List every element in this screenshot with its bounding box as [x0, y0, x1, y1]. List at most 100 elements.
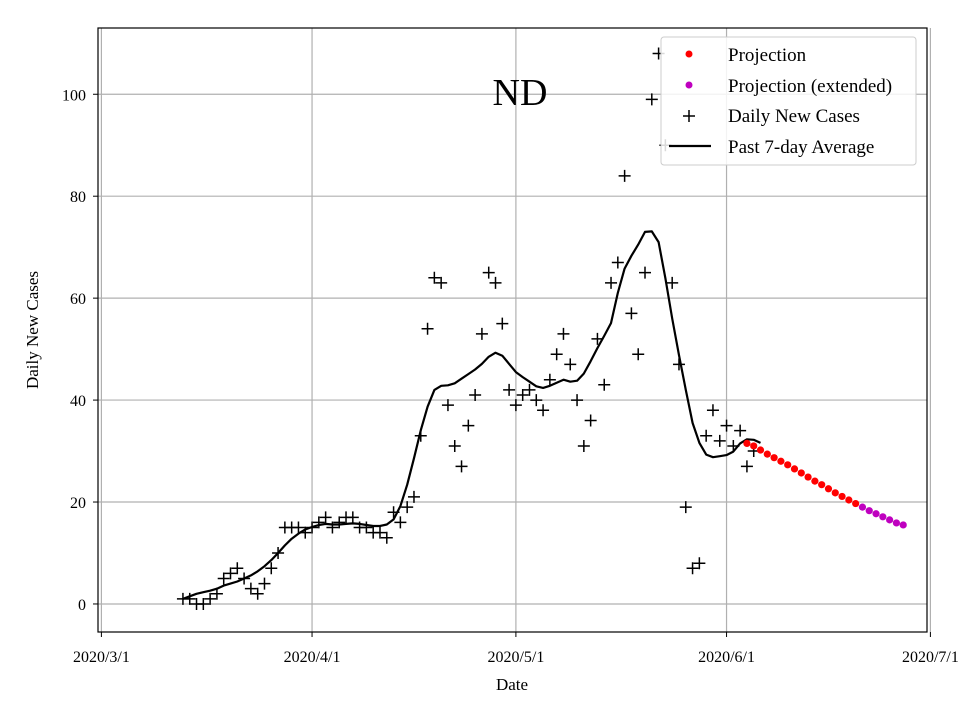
projection-point	[838, 492, 846, 501]
daily-new-cases-point	[312, 516, 325, 529]
daily-new-cases-point	[204, 592, 217, 605]
daily-new-cases-point	[292, 521, 305, 534]
chart-title: ND	[493, 72, 548, 114]
projection-point	[763, 450, 771, 458]
daily-new-cases-point	[605, 276, 618, 289]
x-tick-label: 2020/7/1	[902, 649, 959, 666]
x-tick-label: 2020/5/1	[487, 649, 544, 666]
daily-new-cases-point	[319, 511, 332, 524]
projection-point	[824, 485, 833, 493]
projection-point	[790, 465, 799, 473]
legend-daily-new-cases-marker	[683, 110, 695, 122]
projection-point	[818, 481, 826, 489]
daily-new-cases-point	[251, 587, 264, 600]
daily-new-cases-point	[550, 348, 563, 361]
projection-extended-series	[858, 503, 907, 529]
daily-new-cases-point	[475, 327, 488, 340]
y-axis-label: Daily New Cases	[23, 271, 42, 389]
legend: Projection Projection (extended) Daily N…	[660, 36, 917, 166]
daily-new-cases-point	[346, 511, 359, 524]
daily-new-cases-point	[584, 414, 597, 427]
daily-new-cases-point	[380, 531, 393, 544]
daily-new-cases-point	[482, 266, 495, 279]
daily-new-cases-point	[577, 439, 590, 452]
daily-new-cases-point	[700, 429, 713, 442]
daily-new-cases-point	[407, 490, 420, 503]
projection-point	[770, 454, 778, 462]
projection-extended-point	[899, 521, 907, 529]
daily-new-cases-point	[299, 526, 312, 539]
x-axis-label: Date	[496, 675, 528, 694]
projection-extended-point	[892, 519, 901, 527]
daily-new-cases-point	[441, 399, 454, 412]
daily-new-cases-point	[693, 557, 706, 570]
daily-new-cases-point	[639, 266, 652, 279]
daily-new-cases-point	[734, 424, 747, 437]
projection-point	[784, 461, 792, 469]
daily-new-cases-point	[401, 501, 414, 514]
daily-new-cases-point	[713, 434, 726, 447]
daily-new-cases-point	[231, 562, 244, 575]
daily-new-cases-point	[509, 399, 522, 412]
daily-new-cases-point	[462, 419, 475, 432]
y-tick-label: 40	[70, 393, 86, 410]
daily-new-cases-point	[217, 572, 230, 585]
projection-point	[743, 439, 751, 448]
daily-new-cases-point	[618, 169, 631, 182]
daily-new-cases-point	[265, 562, 278, 575]
daily-new-cases-point	[244, 582, 257, 595]
daily-new-cases-point	[611, 256, 624, 269]
daily-new-cases-point	[455, 460, 468, 473]
daily-new-cases-point	[448, 439, 461, 452]
daily-new-cases-point	[224, 567, 237, 580]
y-tick-label: 100	[62, 87, 86, 104]
projection-point	[804, 473, 812, 481]
projection-extended-point	[872, 510, 880, 518]
projection-extended-point	[879, 513, 887, 521]
daily-new-cases-point	[238, 572, 251, 585]
daily-new-cases-point	[720, 419, 733, 432]
projection-point	[845, 496, 853, 504]
legend-daily-new-cases-label: Daily New Cases	[728, 106, 860, 127]
daily-new-cases-point	[740, 460, 753, 473]
daily-new-cases-point	[516, 388, 529, 401]
daily-new-cases-point	[727, 439, 740, 452]
y-tick-label: 60	[70, 291, 86, 308]
daily-new-cases-point	[564, 358, 577, 371]
projection-point	[750, 442, 758, 450]
projection-point	[797, 469, 805, 477]
daily-new-cases-point	[197, 597, 210, 610]
daily-new-cases-point	[394, 516, 407, 529]
daily-new-cases-point	[306, 521, 319, 534]
daily-new-cases-point	[496, 317, 509, 330]
daily-new-cases-point	[414, 429, 427, 442]
legend-projection-extended-label: Projection (extended)	[728, 76, 892, 97]
legend-projection-marker	[685, 50, 693, 58]
daily-new-cases-point	[183, 592, 196, 605]
daily-new-cases-point	[333, 516, 346, 529]
daily-new-cases-point	[387, 506, 400, 519]
daily-new-cases-point	[632, 348, 645, 361]
daily-new-cases-point	[373, 526, 386, 539]
daily-new-cases-point	[598, 378, 611, 391]
daily-new-cases-point	[469, 388, 482, 401]
daily-new-cases-point	[523, 383, 536, 396]
daily-new-cases-point	[666, 276, 679, 289]
projection-point	[852, 499, 860, 508]
daily-new-cases-point	[557, 327, 570, 340]
projection-point	[756, 446, 765, 454]
x-tick-label: 2020/3/1	[73, 649, 130, 666]
legend-box	[660, 36, 917, 166]
projection-extended-point	[865, 507, 873, 515]
plot-frame	[97, 27, 928, 633]
projection-extended-point	[886, 516, 894, 524]
legend-projection-extended-marker	[685, 81, 693, 89]
daily-new-cases-point	[706, 404, 719, 417]
legend-projection-label: Projection	[728, 45, 807, 66]
daily-new-cases-point	[258, 577, 271, 590]
daily-new-cases-point	[503, 383, 516, 396]
daily-new-cases-point	[326, 521, 339, 534]
daily-new-cases-point	[537, 404, 550, 417]
daily-new-cases-point	[530, 394, 543, 407]
daily-new-cases-point	[489, 276, 502, 289]
